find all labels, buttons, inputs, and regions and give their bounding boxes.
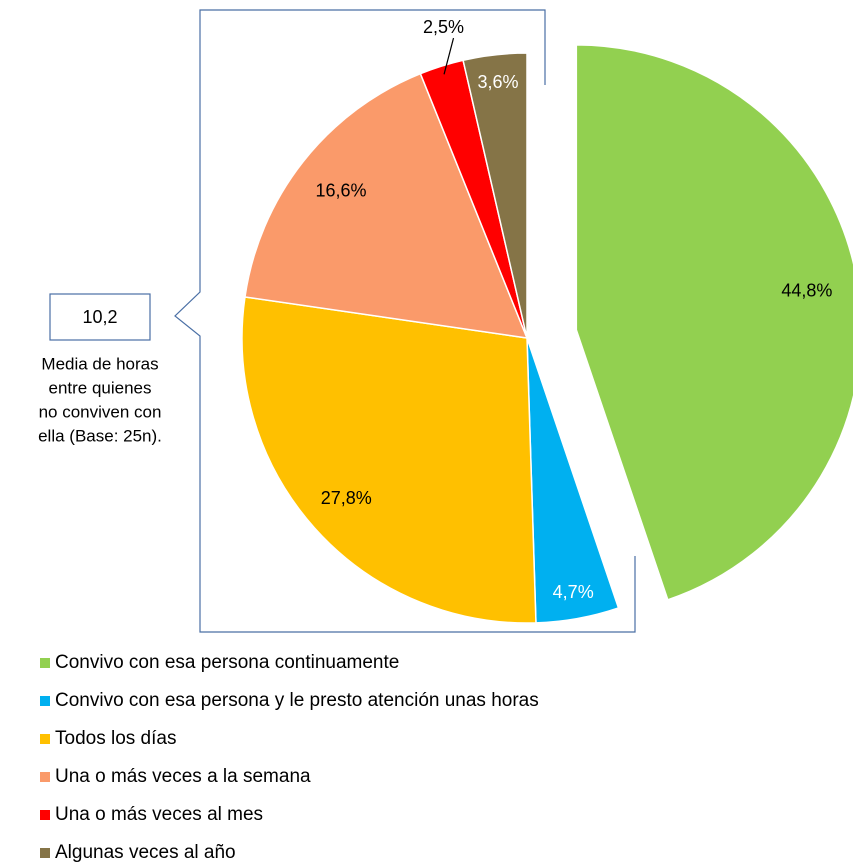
data-label: 16,6% bbox=[315, 181, 366, 201]
legend-label: Una o más veces al mes bbox=[55, 804, 263, 825]
legend-swatch bbox=[40, 772, 50, 782]
bracket-line bbox=[174, 9, 636, 633]
data-label: 44,8% bbox=[781, 281, 832, 301]
pie-slice bbox=[575, 44, 853, 601]
legend-label: Convivo con esa persona continuamente bbox=[55, 652, 399, 673]
data-label: 4,7% bbox=[553, 582, 594, 602]
legend-swatch bbox=[40, 848, 50, 858]
legend-label: Una o más veces a la semana bbox=[55, 766, 311, 787]
note-line: Media de horas bbox=[41, 354, 158, 373]
pie-slice bbox=[462, 52, 528, 339]
bracket bbox=[49, 9, 636, 633]
pie-slice bbox=[244, 72, 529, 339]
callout-note: Media de horas entre quienes no conviven c… bbox=[38, 354, 162, 445]
legend-swatch bbox=[40, 696, 50, 706]
note-line: entre quienes bbox=[48, 378, 151, 397]
note-line: ella (Base: 25n). bbox=[38, 426, 162, 445]
pie-slice bbox=[241, 296, 537, 624]
leader-line bbox=[443, 37, 455, 75]
legend-label: Todos los días bbox=[55, 728, 176, 749]
data-label: 3,6% bbox=[478, 72, 519, 92]
callout-box bbox=[49, 293, 151, 341]
legend-swatch bbox=[40, 658, 50, 668]
data-label: 2,5% bbox=[423, 17, 464, 37]
data-label: 27,8% bbox=[321, 488, 372, 508]
note-line: no conviven con bbox=[39, 402, 162, 421]
legend-label: Algunas veces al año bbox=[55, 842, 236, 863]
callout-value: 10,2 bbox=[82, 307, 117, 327]
legend-swatch bbox=[40, 734, 50, 744]
legend-label: Convivo con esa persona y le presto aten… bbox=[55, 690, 539, 711]
legend-swatch bbox=[40, 810, 50, 820]
